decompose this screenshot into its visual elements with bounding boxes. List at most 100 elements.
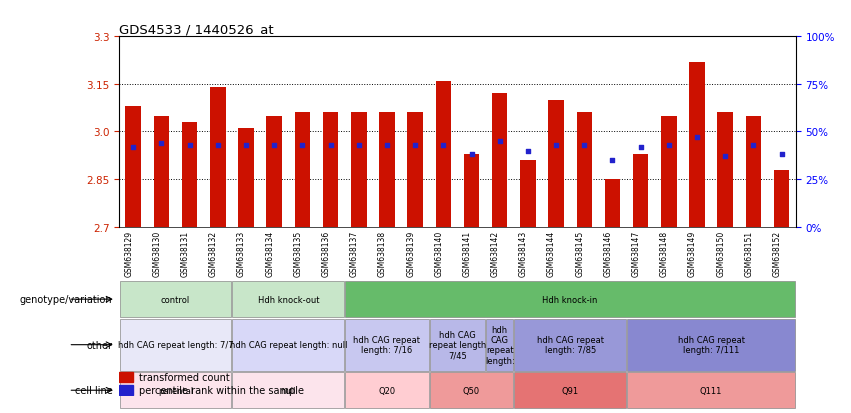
- Text: Hdh knock-in: Hdh knock-in: [542, 295, 598, 304]
- Text: GSM638144: GSM638144: [547, 230, 556, 276]
- Bar: [464, 154, 479, 227]
- Text: hdh CAG repeat length: null: hdh CAG repeat length: null: [230, 340, 347, 349]
- Point: [267, 142, 281, 149]
- Text: GSM638152: GSM638152: [773, 230, 781, 276]
- Bar: [436, 81, 451, 227]
- Bar: [182, 123, 197, 227]
- Text: GSM638143: GSM638143: [519, 230, 528, 276]
- Point: [774, 152, 788, 158]
- Point: [549, 142, 563, 149]
- Point: [352, 142, 366, 149]
- Text: Q50: Q50: [463, 386, 480, 395]
- Point: [155, 140, 168, 147]
- Point: [718, 154, 732, 160]
- Bar: [232, 282, 344, 317]
- Point: [295, 142, 309, 149]
- Text: GSM638147: GSM638147: [631, 230, 641, 276]
- Bar: [430, 373, 513, 408]
- Text: GSM638148: GSM638148: [660, 230, 669, 276]
- Bar: [717, 113, 733, 227]
- Text: percentile rank within the sample: percentile rank within the sample: [140, 385, 305, 395]
- Text: hdh CAG repeat
length: 7/16: hdh CAG repeat length: 7/16: [353, 335, 420, 354]
- Bar: [232, 373, 344, 408]
- Bar: [125, 107, 141, 227]
- Bar: [661, 116, 677, 227]
- Text: GSM638130: GSM638130: [152, 230, 162, 276]
- Point: [408, 142, 422, 149]
- Point: [690, 135, 704, 141]
- Point: [465, 152, 478, 158]
- Point: [746, 142, 760, 149]
- Text: GSM638149: GSM638149: [688, 230, 697, 276]
- Bar: [120, 282, 231, 317]
- Bar: [351, 113, 367, 227]
- Bar: [548, 100, 564, 227]
- Text: GSM638145: GSM638145: [575, 230, 585, 276]
- Text: GSM638136: GSM638136: [322, 230, 330, 276]
- Bar: [774, 170, 790, 227]
- Text: hdh CAG repeat length: 7/7: hdh CAG repeat length: 7/7: [117, 340, 233, 349]
- Text: Q20: Q20: [379, 386, 396, 395]
- Text: null: null: [281, 386, 296, 395]
- Bar: [576, 113, 592, 227]
- Point: [437, 142, 450, 149]
- Point: [380, 142, 394, 149]
- Text: GSM638138: GSM638138: [378, 230, 387, 276]
- Bar: [380, 113, 395, 227]
- Text: Q91: Q91: [562, 386, 579, 395]
- Text: other: other: [86, 340, 112, 350]
- Point: [211, 142, 225, 149]
- Bar: [408, 113, 423, 227]
- Bar: [294, 113, 310, 227]
- Bar: [520, 161, 535, 227]
- Text: control: control: [161, 295, 190, 304]
- Bar: [689, 62, 705, 227]
- Point: [521, 148, 534, 154]
- Bar: [154, 116, 169, 227]
- Bar: [492, 94, 507, 227]
- Bar: [627, 319, 795, 370]
- Bar: [627, 373, 795, 408]
- Bar: [745, 116, 761, 227]
- Bar: [232, 319, 344, 370]
- Point: [634, 144, 648, 151]
- Text: Hdh knock-out: Hdh knock-out: [258, 295, 319, 304]
- Bar: [266, 116, 282, 227]
- Point: [183, 142, 197, 149]
- Text: GDS4533 / 1440526_at: GDS4533 / 1440526_at: [119, 23, 274, 36]
- Point: [323, 142, 337, 149]
- Bar: [210, 88, 226, 227]
- Point: [578, 142, 591, 149]
- Bar: [605, 180, 620, 227]
- Text: GSM638131: GSM638131: [180, 230, 190, 276]
- Bar: [633, 154, 648, 227]
- Text: Q111: Q111: [700, 386, 722, 395]
- Bar: [346, 319, 429, 370]
- Text: GSM638139: GSM638139: [406, 230, 415, 276]
- Point: [239, 142, 253, 149]
- Bar: [514, 373, 626, 408]
- Text: parental: parental: [158, 386, 193, 395]
- Text: transformed count: transformed count: [140, 372, 230, 382]
- Bar: [514, 319, 626, 370]
- Point: [606, 157, 620, 164]
- Point: [493, 138, 506, 145]
- Bar: [238, 129, 254, 227]
- Text: GSM638151: GSM638151: [745, 230, 753, 276]
- Text: GSM638135: GSM638135: [294, 230, 302, 276]
- Bar: [430, 319, 485, 370]
- Point: [662, 142, 676, 149]
- Text: GSM638132: GSM638132: [208, 230, 218, 276]
- Text: cell line: cell line: [75, 385, 112, 395]
- Text: GSM638134: GSM638134: [266, 230, 274, 276]
- Text: GSM638140: GSM638140: [434, 230, 443, 276]
- Point: [127, 144, 140, 151]
- Text: hdh
CAG
repeat
length:: hdh CAG repeat length:: [485, 325, 515, 365]
- Bar: [119, 372, 133, 382]
- Bar: [119, 385, 133, 395]
- Bar: [486, 319, 513, 370]
- Bar: [346, 373, 429, 408]
- Text: GSM638146: GSM638146: [603, 230, 613, 276]
- Text: hdh CAG repeat
length: 7/111: hdh CAG repeat length: 7/111: [677, 335, 745, 354]
- Bar: [346, 282, 795, 317]
